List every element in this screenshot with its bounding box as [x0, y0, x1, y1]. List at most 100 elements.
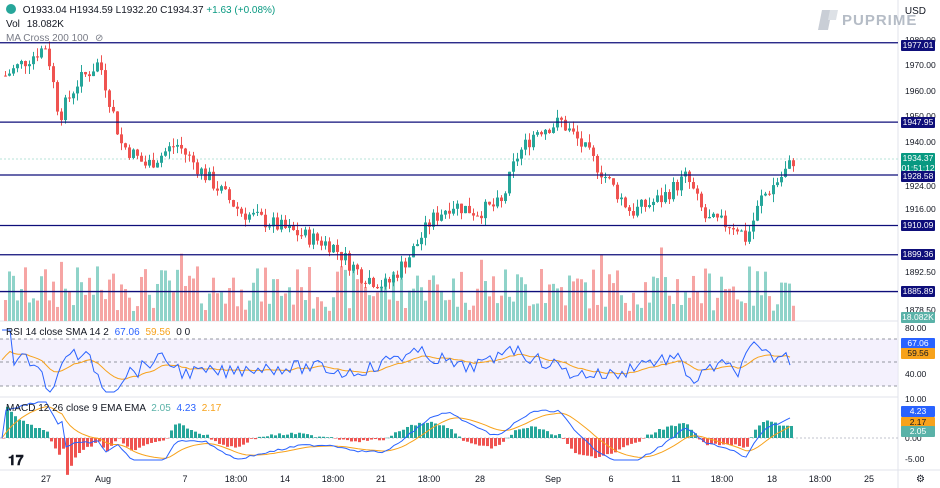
volume-bar — [604, 306, 607, 321]
volume-bar — [624, 302, 627, 321]
macd-histogram-bar — [454, 433, 457, 438]
macd-histogram-bar — [10, 411, 13, 438]
candle-body — [764, 193, 767, 196]
macd-histogram-bar — [614, 438, 617, 453]
volume-bar — [608, 274, 611, 321]
volume-bar — [152, 307, 155, 321]
ma-legend[interactable]: MA Cross 200 100 ⊘ — [6, 33, 103, 44]
volume-bar — [404, 307, 407, 321]
candle-body — [736, 229, 739, 232]
candle-body — [424, 222, 427, 238]
support-resistance-lines — [0, 42, 898, 293]
macd-histogram-bar — [334, 438, 337, 439]
candle-body — [632, 211, 635, 216]
macd-histogram-bar — [406, 426, 409, 438]
candle-body — [496, 197, 499, 207]
macd-histogram-bar — [150, 438, 153, 443]
candle-body — [132, 149, 135, 158]
rsi-sma-value: 59.56 — [145, 327, 171, 338]
volume-bar — [520, 277, 523, 321]
volume-bar — [180, 253, 183, 321]
macd-histogram-bar — [490, 438, 493, 449]
volume-bar — [696, 292, 699, 321]
macd-histogram-bar — [550, 434, 553, 438]
symbol-dot-icon — [6, 4, 16, 14]
volume-bar — [416, 275, 419, 321]
candle-body — [260, 211, 263, 215]
macd-histogram-bar — [18, 419, 21, 438]
volume-bar — [648, 302, 651, 321]
candle-body — [708, 216, 711, 219]
volume-bar — [668, 295, 671, 321]
candle-body — [664, 192, 667, 203]
candle-body — [356, 264, 359, 270]
volume-bar — [768, 296, 771, 321]
candle-body — [748, 231, 751, 242]
candle-body — [568, 128, 571, 131]
volume-bar — [312, 308, 315, 321]
volume-bar — [216, 293, 219, 321]
candle-body — [716, 213, 719, 218]
candle-body — [212, 171, 215, 189]
macd-histogram-bar — [486, 438, 489, 447]
macd-histogram-bar — [494, 438, 497, 447]
macd-histogram-bar — [218, 438, 221, 444]
macd-histogram-bar — [38, 428, 41, 438]
candle-body — [224, 186, 227, 190]
candle-body — [648, 205, 651, 208]
macd-histogram-bar — [250, 438, 253, 439]
macd-histogram-bar — [462, 438, 465, 441]
volume-bar — [408, 290, 411, 321]
macd-histogram-bar — [370, 438, 373, 440]
volume-value: 18.082K — [26, 19, 64, 30]
candle-body — [724, 215, 727, 228]
volume-bar — [256, 268, 259, 321]
macd-histogram-bar — [634, 438, 637, 443]
volume-bar — [220, 292, 223, 321]
volume-bar — [548, 284, 551, 321]
macd-histogram-bar — [654, 432, 657, 438]
candle-body — [244, 213, 247, 220]
currency-label[interactable]: USD — [904, 6, 926, 17]
macd-histogram-bar — [594, 438, 597, 459]
volume-bar — [424, 300, 427, 321]
volume-bar — [64, 288, 67, 321]
eye-hidden-icon[interactable]: ⊘ — [95, 33, 104, 44]
macd-histogram-bar — [258, 436, 261, 438]
macd-histogram-bar — [298, 432, 301, 438]
volume-bar — [344, 269, 347, 321]
volume-bar — [252, 282, 255, 321]
candle-body — [744, 230, 747, 242]
rsi-label: RSI 14 close SMA 14 2 — [6, 327, 109, 338]
volume-bar — [172, 292, 175, 321]
gear-icon[interactable]: ⚙ — [916, 474, 925, 485]
macd-histogram-bar — [34, 428, 37, 438]
volume-bar — [56, 306, 59, 321]
price-tick: 1940.00 — [905, 137, 936, 147]
countdown-tag: 01:51:12 — [901, 163, 935, 174]
macd-legend: MACD 12 26 close 9 EMA EMA 2.05 4.23 2.1… — [6, 403, 221, 414]
macd-histogram-bar — [618, 438, 621, 450]
candle-body — [188, 154, 191, 156]
volume-bar — [80, 282, 83, 321]
candle-body — [360, 269, 363, 283]
volume-bar — [560, 287, 563, 321]
rsi-value: 67.06 — [114, 327, 140, 338]
volume-bar — [752, 305, 755, 321]
volume-bar — [772, 310, 775, 321]
candle-body — [352, 264, 355, 271]
candle-body — [332, 244, 335, 253]
candle-body — [300, 235, 303, 237]
macd-histogram-bar — [766, 420, 769, 438]
rsi-extra: 0 0 — [176, 327, 191, 338]
macd-histogram-bar — [738, 438, 741, 447]
macd-histogram-bar — [98, 438, 101, 442]
macd-pane — [0, 401, 898, 475]
candle-body — [484, 201, 487, 219]
macd-histogram-bar — [158, 438, 161, 442]
macd-histogram-bar — [538, 429, 541, 438]
candle-body — [28, 64, 31, 67]
macd-histogram-bar — [170, 430, 173, 438]
macd-histogram-bar — [434, 423, 437, 438]
